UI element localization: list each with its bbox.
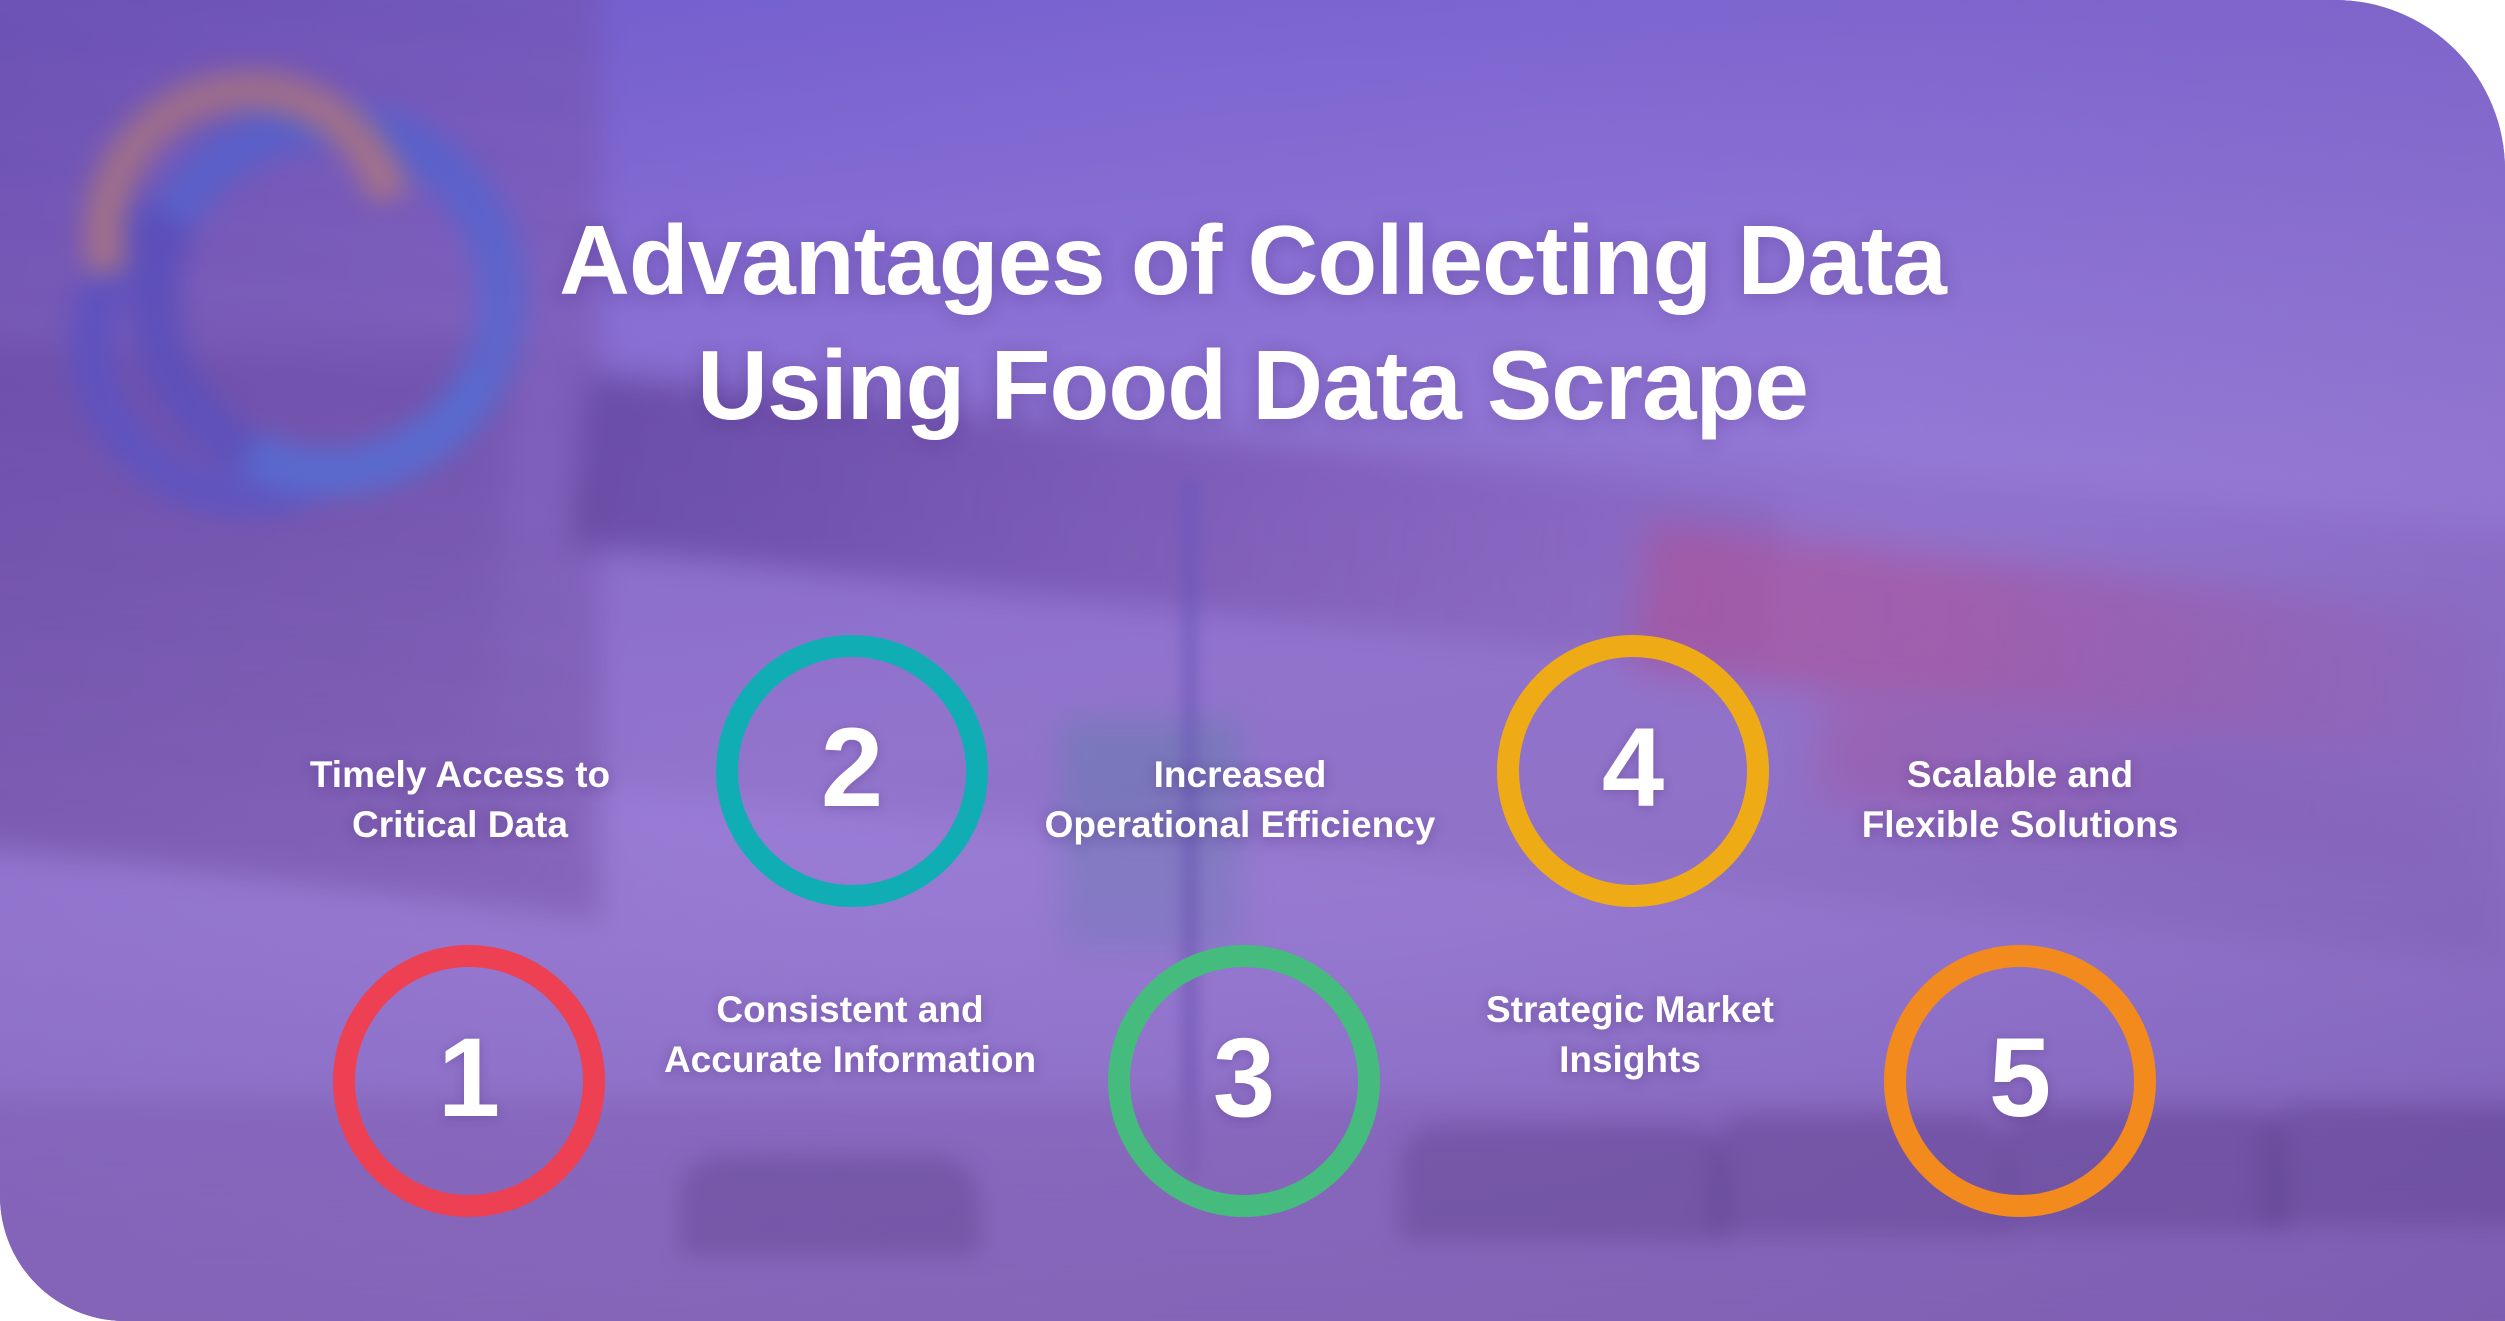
step-caption-3: Increased Operational Efficiency xyxy=(1010,750,1470,851)
step-circle-3: 3 xyxy=(1108,945,1380,1217)
step-caption-4: Strategic Market Insights xyxy=(1400,985,1860,1086)
page-title-line-1: Advantages of Collecting Data xyxy=(559,204,1947,315)
step-number-5: 5 xyxy=(1988,1015,2052,1140)
page-title-line-2: Using Food Data Scrape xyxy=(697,330,1809,441)
step-caption-3-line-2: Operational Efficiency xyxy=(1044,804,1436,846)
step-caption-1: Timely Access to Critical Data xyxy=(230,750,690,851)
step-number-2: 2 xyxy=(820,705,884,830)
step-number-1: 1 xyxy=(437,1015,501,1140)
step-caption-5: Scalable and Flexible Solutions xyxy=(1790,750,2250,851)
step-caption-3-line-1: Increased xyxy=(1153,754,1327,795)
step-caption-4-line-1: Strategic Market xyxy=(1486,989,1774,1030)
step-caption-2: Consistent and Accurate Information xyxy=(620,985,1080,1086)
step-caption-5-line-2: Flexible Solutions xyxy=(1861,804,2179,846)
step-caption-5-line-1: Scalable and xyxy=(1906,754,2134,795)
step-circle-5: 5 xyxy=(1884,945,2156,1217)
step-caption-2-line-1: Consistent and xyxy=(716,989,984,1030)
step-caption-1-line-2: Critical Data xyxy=(352,804,568,846)
step-number-3: 3 xyxy=(1212,1015,1276,1140)
step-circle-2: 2 xyxy=(716,635,988,907)
step-circle-4: 4 xyxy=(1497,635,1769,907)
step-caption-1-line-1: Timely Access to xyxy=(309,754,611,795)
step-caption-4-line-2: Insights xyxy=(1559,1039,1701,1081)
step-caption-2-line-2: Accurate Information xyxy=(663,1039,1037,1081)
page-title: Advantages of Collecting Data Using Food… xyxy=(0,198,2505,449)
step-number-4: 4 xyxy=(1601,705,1665,830)
step-circle-1: 1 xyxy=(333,945,605,1217)
